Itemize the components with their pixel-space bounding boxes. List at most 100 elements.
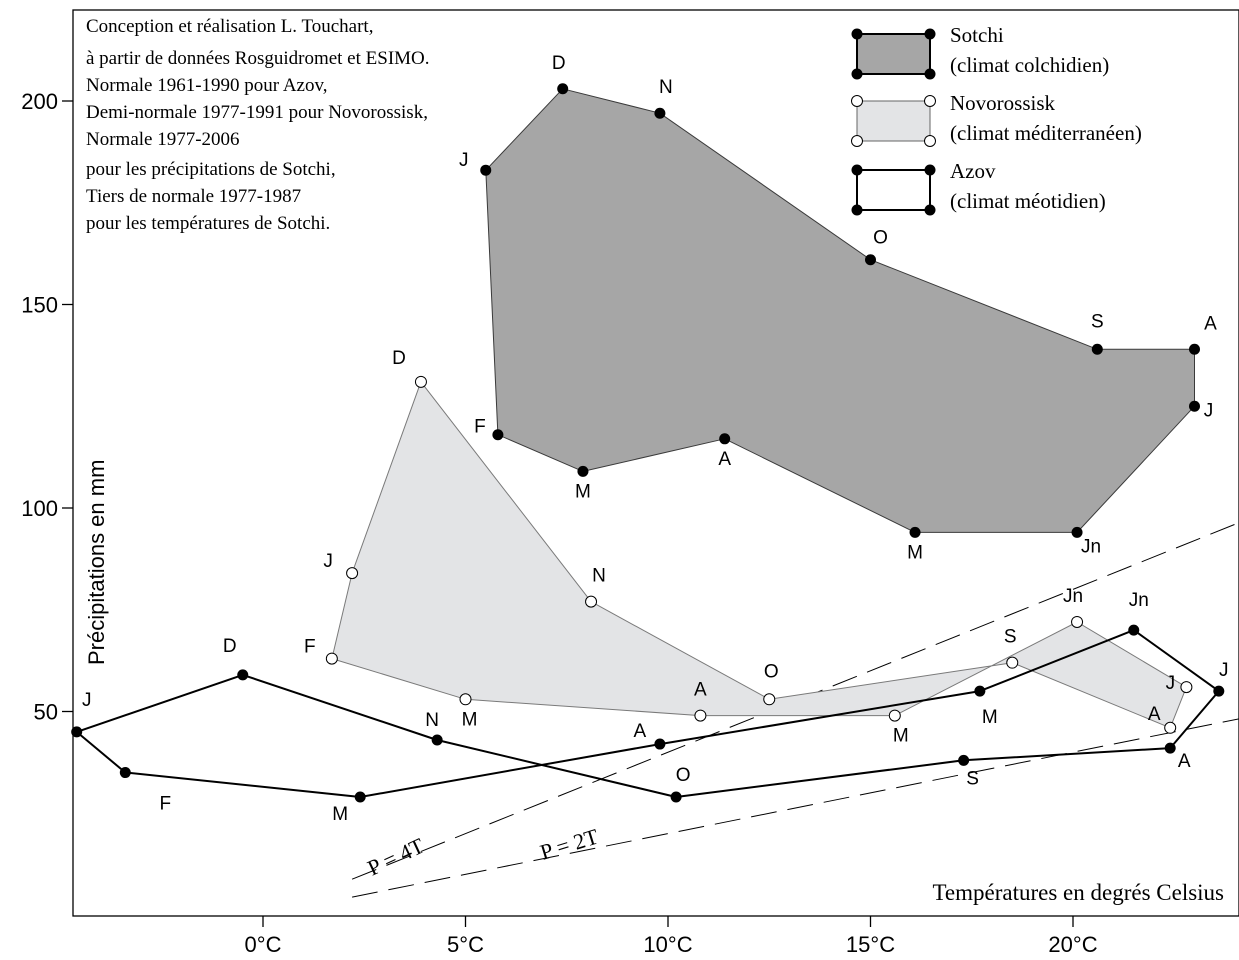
data-point-azov: [1213, 685, 1225, 697]
credits-line: Conception et réalisation L. Touchart,: [86, 16, 373, 37]
month-label-azov: A: [634, 721, 647, 742]
credits-line: Tiers de normale 1977-1987: [86, 186, 301, 207]
credits-line: Normale 1977-2006: [86, 129, 240, 150]
data-point-sotchi: [909, 526, 921, 538]
month-label-sotchi: J: [1204, 400, 1214, 421]
month-label-novorossisk: Jn: [1063, 586, 1083, 607]
data-point-sotchi: [865, 254, 876, 266]
month-label-sotchi: M: [575, 481, 591, 502]
legend-subtitle-novorossisk: (climat méditerranéen): [950, 121, 1142, 145]
legend-subtitle-azov: (climat méotidien): [950, 189, 1106, 213]
data-point-azov: [654, 738, 666, 750]
y-tick-label: 200: [21, 89, 58, 114]
month-label-novorossisk: M: [462, 709, 478, 730]
month-label-sotchi: J: [459, 150, 469, 171]
month-markers: [71, 83, 1225, 803]
month-label-sotchi: A: [718, 449, 731, 470]
data-point-novorossisk: [1006, 656, 1019, 669]
legend: Sotchi (climat colchidien) Novorossisk (…: [851, 23, 1142, 216]
month-label-azov: Jn: [1129, 590, 1149, 611]
data-point-azov: [354, 791, 366, 803]
legend-swatch-azov: [851, 164, 936, 216]
month-label-sotchi: Jn: [1081, 536, 1101, 557]
month-label-azov: D: [223, 636, 237, 657]
data-point-novorossisk: [325, 652, 338, 665]
data-point-sotchi: [492, 429, 504, 441]
month-label-sotchi: F: [474, 417, 486, 438]
x-axis-ticks: 0°C 5°C 10°C 15°C 20°C: [245, 916, 1098, 957]
credits-line: Normale 1961-1990 pour Azov,: [86, 75, 328, 96]
legend-swatch-novorossisk: [851, 95, 936, 147]
legend-subtitle-sotchi: (climat colchidien): [950, 53, 1109, 77]
month-label-azov: S: [966, 768, 979, 789]
month-label-azov: A: [1178, 751, 1191, 772]
legend-label-sotchi: Sotchi: [950, 23, 1004, 47]
data-point-azov: [1164, 742, 1176, 754]
month-label-azov: J: [1219, 660, 1229, 681]
data-point-azov: [958, 754, 970, 766]
data-point-azov: [237, 669, 249, 681]
month-label-azov: O: [676, 765, 691, 786]
data-point-novorossisk: [459, 693, 472, 706]
series-polygon-sotchi: [485, 88, 1195, 533]
x-tick-label: 5°C: [447, 932, 484, 957]
data-point-azov: [431, 734, 443, 746]
month-label-novorossisk: S: [1004, 627, 1017, 648]
month-label-novorossisk: A: [694, 680, 707, 701]
month-label-sotchi: M: [907, 542, 923, 563]
data-point-azov: [119, 767, 131, 779]
y-tick-label: 50: [34, 700, 58, 725]
data-point-sotchi: [1189, 400, 1200, 412]
y-tick-label: 100: [21, 496, 58, 521]
data-point-sotchi: [577, 465, 589, 477]
month-label-azov: N: [425, 710, 439, 731]
month-label-novorossisk: F: [304, 637, 316, 658]
data-point-sotchi: [1189, 343, 1200, 355]
month-label-azov: M: [982, 707, 998, 728]
data-point-novorossisk: [1164, 721, 1177, 734]
month-label-novorossisk: N: [592, 566, 606, 587]
ref-label-p4t: P = 4T: [364, 833, 429, 881]
data-point-azov: [1128, 624, 1140, 636]
month-label-novorossisk: D: [392, 348, 406, 369]
month-label-azov: F: [159, 794, 171, 815]
data-point-azov: [670, 791, 682, 803]
legend-label-azov: Azov: [950, 159, 996, 183]
credits-line: Demi-normale 1977-1991 pour Novorossisk,: [86, 102, 428, 123]
credits-block: Conception et réalisation L. Touchart, à…: [86, 16, 430, 234]
month-label-sotchi: D: [552, 53, 566, 74]
y-axis-label: Précipitations en mm: [84, 460, 109, 665]
data-point-novorossisk: [694, 709, 707, 722]
month-label-sotchi: O: [873, 228, 888, 249]
month-label-novorossisk: J: [1166, 673, 1176, 694]
data-point-novorossisk: [763, 693, 776, 706]
y-tick-label: 150: [21, 293, 58, 318]
data-point-sotchi: [719, 433, 731, 445]
reference-line: [352, 718, 1239, 898]
data-point-novorossisk: [585, 595, 598, 608]
credits-line: à partir de données Rosguidromet et ESIM…: [86, 48, 430, 69]
x-tick-label: 0°C: [245, 932, 282, 957]
month-label-sotchi: A: [1204, 313, 1217, 334]
legend-swatch-sotchi: [851, 28, 936, 80]
credits-line: pour les températures de Sotchi.: [86, 213, 330, 234]
data-point-sotchi: [480, 164, 492, 176]
month-label-sotchi: S: [1091, 311, 1104, 332]
x-tick-label: 20°C: [1048, 932, 1097, 957]
month-label-novorossisk: A: [1148, 704, 1161, 725]
data-point-sotchi: [1091, 343, 1103, 355]
data-point-novorossisk: [888, 709, 901, 722]
month-label-sotchi: N: [659, 77, 673, 98]
data-point-novorossisk: [414, 375, 427, 388]
month-label-novorossisk: O: [764, 661, 779, 682]
month-label-azov: M: [332, 804, 348, 825]
data-point-novorossisk: [346, 567, 359, 580]
month-label-azov: J: [82, 690, 92, 711]
month-label-novorossisk: M: [893, 726, 909, 747]
data-point-sotchi: [1071, 526, 1083, 538]
data-point-sotchi: [654, 107, 666, 119]
data-point-novorossisk: [1180, 681, 1193, 694]
credits-line: pour les précipitations de Sotchi,: [86, 159, 336, 180]
